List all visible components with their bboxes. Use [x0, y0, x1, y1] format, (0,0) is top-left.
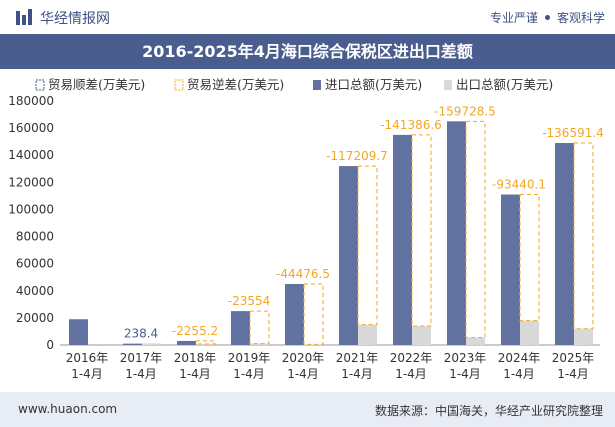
y-tick-label: 140000 — [8, 148, 54, 162]
export-bar — [304, 344, 323, 345]
data-label: -93440.1 — [492, 178, 546, 192]
data-label: -44476.5 — [276, 267, 330, 281]
deficit-box — [519, 194, 540, 322]
x-tick-label: 1-4月 — [395, 367, 427, 381]
legend-label: 贸易顺差(万美元) — [48, 77, 145, 92]
x-tick-label: 2020年 — [282, 351, 325, 365]
dot-separator — [544, 15, 550, 20]
footer-source: 数据来源：中国海关，华经产业研究院整理 — [374, 404, 603, 418]
x-tick-label: 1-4月 — [341, 367, 373, 381]
y-tick-label: 20000 — [16, 311, 54, 325]
x-tick-label: 1-4月 — [449, 367, 481, 381]
x-tick-label: 1-4月 — [125, 367, 157, 381]
export-bar — [142, 343, 161, 345]
y-tick-label: 0 — [46, 338, 54, 352]
y-tick-label: 120000 — [8, 175, 54, 189]
deficit-box — [573, 142, 594, 330]
export-bar — [196, 343, 215, 345]
footer-url[interactable]: www.huaon.com — [18, 402, 118, 416]
data-label: 238.4 — [124, 326, 158, 340]
data-label: -141386.6 — [380, 118, 442, 132]
legend-label: 贸易逆差(万美元) — [187, 77, 284, 92]
legend-swatch — [174, 79, 184, 91]
data-label: -159728.5 — [434, 104, 496, 118]
export-bar — [520, 320, 539, 345]
slogan: 专业严谨 客观科学 — [490, 9, 605, 26]
import-bar — [339, 166, 358, 345]
x-tick-label: 1-4月 — [503, 367, 535, 381]
deficit-box — [357, 165, 378, 326]
x-tick-label: 2019年 — [228, 351, 271, 365]
x-tick-label: 1-4月 — [557, 367, 589, 381]
import-bar — [447, 121, 466, 345]
x-tick-label: 2023年 — [444, 351, 487, 365]
chart-title: 2016-2025年4月海口综合保税区进出口差额 — [142, 42, 473, 61]
x-tick-label: 1-4月 — [179, 367, 211, 381]
slogan-left: 专业严谨 — [489, 11, 538, 25]
import-bar — [69, 319, 88, 345]
export-bar — [466, 337, 485, 345]
import-bar — [231, 311, 250, 345]
brand-name: 华经情报网 — [40, 11, 110, 27]
deficit-box — [411, 134, 432, 327]
legend-label: 进口总额(万美元) — [325, 77, 422, 92]
import-bar — [285, 284, 304, 345]
chart: 0 20000 40000 60000 80000 100000 120000 140000 1… — [8, 77, 604, 381]
title-bar: 2016-2025年4月海口综合保税区进出口差额 — [0, 34, 615, 69]
x-tick-label: 2021年 — [336, 351, 379, 365]
data-label: -136591.4 — [542, 126, 604, 140]
x-tick-label: 1-4月 — [71, 367, 103, 381]
import-bar — [393, 134, 412, 345]
import-bar — [555, 143, 574, 345]
x-tick-label: 2025年 — [552, 351, 595, 365]
x-tick-label: 1-4月 — [233, 367, 265, 381]
bar-logo-icon — [16, 9, 32, 25]
data-label: -23554 — [228, 294, 271, 308]
footer: www.huaon.com 数据来源：中国海关，华经产业研究院整理 — [0, 392, 615, 427]
x-tick-label: 2022年 — [390, 351, 433, 365]
slogan-right: 客观科学 — [556, 11, 605, 25]
import-bar — [501, 194, 520, 345]
y-tick-label: 160000 — [8, 121, 54, 135]
deficit-box — [465, 120, 486, 339]
y-tick-label: 180000 — [8, 94, 54, 108]
deficit-box — [303, 283, 324, 345]
x-tick-label: 2017年 — [120, 351, 163, 365]
deficit-box — [195, 340, 216, 345]
x-tick-label: 1-4月 — [287, 367, 319, 381]
export-bar — [250, 343, 269, 345]
export-bar — [574, 328, 593, 345]
x-tick-label: 2018年 — [174, 351, 217, 365]
export-bar — [358, 324, 377, 345]
data-label: -2255.2 — [172, 324, 218, 338]
y-tick-label: 40000 — [16, 284, 54, 298]
y-tick-label: 60000 — [16, 257, 54, 271]
export-bar — [412, 326, 431, 345]
deficit-box — [249, 310, 270, 345]
x-tick-label: 2016年 — [66, 351, 109, 365]
y-tick-label: 100000 — [8, 202, 54, 216]
import-bar — [123, 343, 142, 345]
legend-swatch — [444, 80, 452, 90]
legend-swatch — [35, 79, 45, 91]
y-tick-label: 80000 — [16, 230, 54, 244]
import-bar — [177, 340, 196, 345]
legend-label: 出口总额(万美元) — [456, 77, 553, 92]
legend-swatch — [313, 80, 321, 90]
x-tick-label: 2024年 — [498, 351, 541, 365]
top-bar: 华经情报网 专业严谨 客观科学 — [0, 0, 615, 34]
data-label: -117209.7 — [326, 149, 388, 163]
